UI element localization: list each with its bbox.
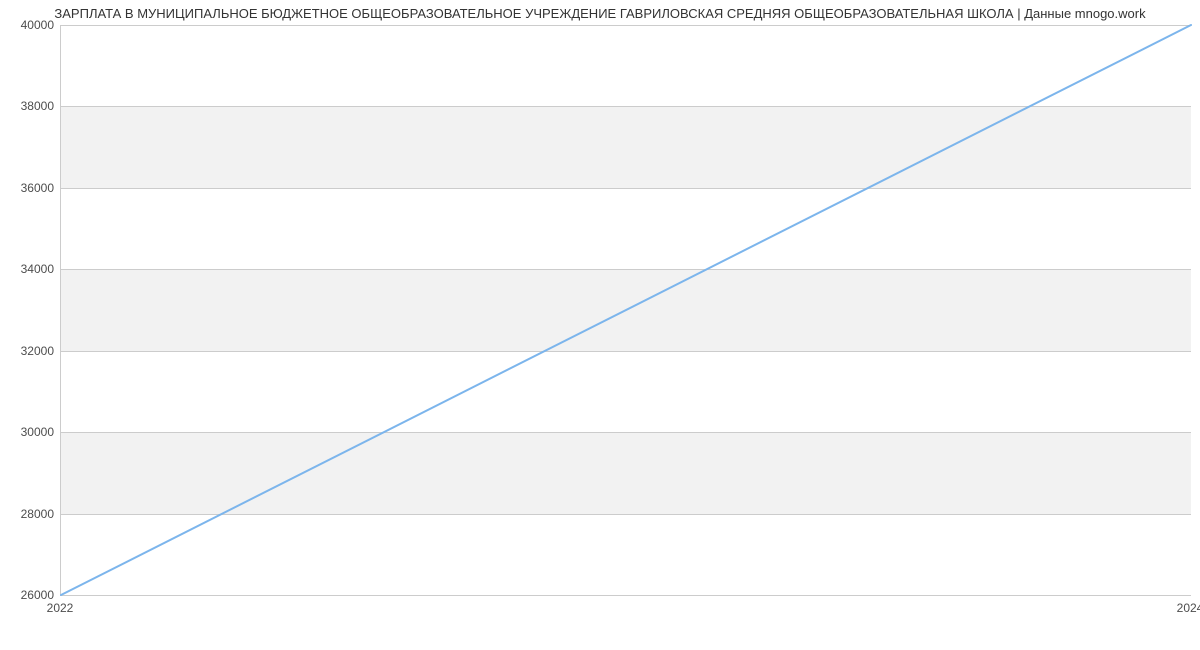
x-tick-label: 2022 (47, 601, 74, 615)
y-tick-label: 32000 (10, 344, 54, 358)
y-tick-label: 28000 (10, 507, 54, 521)
y-tick-label: 26000 (10, 588, 54, 602)
y-tick-label: 34000 (10, 262, 54, 276)
series-line (61, 25, 1191, 595)
x-tick-label: 2024 (1177, 601, 1200, 615)
y-tick-label: 30000 (10, 425, 54, 439)
y-tick-label: 40000 (10, 18, 54, 32)
plot-area (60, 25, 1191, 596)
y-tick-label: 38000 (10, 99, 54, 113)
y-tick-label: 36000 (10, 181, 54, 195)
series-layer (61, 25, 1191, 595)
line-chart: 26000 28000 30000 32000 34000 36000 38000 40000… (0, 0, 1200, 650)
